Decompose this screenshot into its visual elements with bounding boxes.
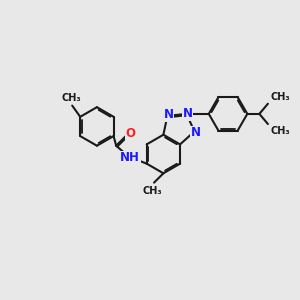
Text: NH: NH bbox=[120, 151, 140, 164]
Text: CH₃: CH₃ bbox=[61, 93, 81, 103]
Text: CH₃: CH₃ bbox=[270, 92, 290, 102]
Text: CH₃: CH₃ bbox=[143, 186, 163, 196]
Text: N: N bbox=[183, 107, 193, 120]
Text: O: O bbox=[125, 127, 135, 140]
Text: N: N bbox=[164, 108, 174, 121]
Text: N: N bbox=[191, 126, 201, 139]
Text: CH₃: CH₃ bbox=[270, 126, 290, 136]
